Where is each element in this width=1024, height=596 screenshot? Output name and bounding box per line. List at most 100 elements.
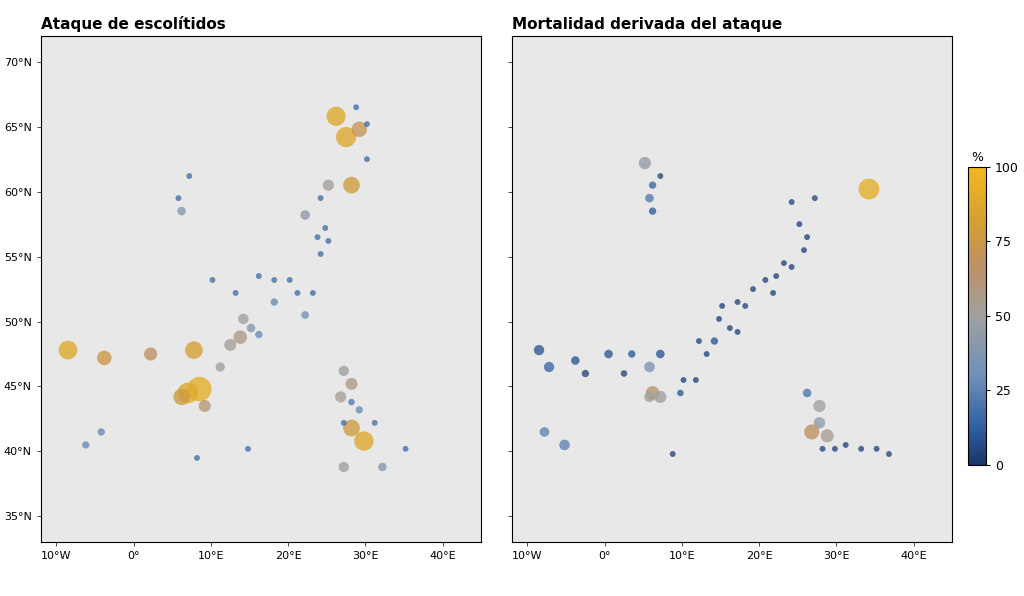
Point bbox=[367, 418, 383, 427]
Point bbox=[309, 232, 326, 242]
Point bbox=[641, 193, 657, 203]
Point bbox=[338, 132, 354, 142]
Point bbox=[191, 384, 208, 394]
Point bbox=[804, 427, 820, 437]
Point bbox=[757, 275, 773, 285]
Point bbox=[336, 418, 352, 427]
Point bbox=[170, 193, 186, 203]
Point bbox=[266, 275, 283, 285]
Point bbox=[181, 171, 198, 181]
Point bbox=[737, 301, 754, 311]
Point bbox=[600, 349, 616, 359]
Point bbox=[266, 297, 283, 307]
Point bbox=[343, 398, 359, 407]
Point bbox=[672, 388, 688, 398]
Point bbox=[232, 333, 249, 342]
Point bbox=[227, 288, 244, 298]
Point bbox=[652, 171, 669, 181]
Point bbox=[641, 392, 657, 402]
Point bbox=[541, 362, 557, 372]
Point bbox=[173, 206, 189, 216]
Point bbox=[348, 103, 365, 112]
Point bbox=[776, 258, 793, 268]
Point bbox=[351, 125, 368, 134]
Point bbox=[711, 314, 727, 324]
Point bbox=[853, 444, 869, 454]
Point bbox=[729, 297, 745, 307]
Point bbox=[698, 349, 715, 359]
Point bbox=[578, 369, 594, 378]
Point bbox=[222, 340, 239, 350]
Point bbox=[799, 232, 815, 242]
Point bbox=[343, 379, 359, 389]
Point bbox=[644, 181, 660, 190]
Point bbox=[811, 418, 827, 427]
Point bbox=[328, 111, 344, 121]
Point bbox=[768, 271, 784, 281]
Point bbox=[197, 401, 213, 411]
Point bbox=[282, 275, 298, 285]
Title: %: % bbox=[971, 151, 983, 164]
Point bbox=[641, 362, 657, 372]
Point bbox=[297, 210, 313, 220]
Point bbox=[305, 288, 322, 298]
Point bbox=[374, 462, 390, 472]
Point bbox=[665, 449, 681, 459]
Point bbox=[142, 349, 159, 359]
Point bbox=[675, 375, 691, 385]
Point bbox=[644, 206, 660, 216]
Point bbox=[838, 440, 854, 450]
Point bbox=[336, 366, 352, 375]
Point bbox=[615, 369, 632, 378]
Point bbox=[355, 436, 372, 446]
Point bbox=[691, 336, 708, 346]
Point bbox=[881, 449, 897, 459]
Point bbox=[652, 392, 669, 402]
Point bbox=[321, 236, 337, 246]
Point bbox=[799, 388, 815, 398]
Point bbox=[312, 249, 329, 259]
Point bbox=[783, 197, 800, 207]
Point bbox=[96, 353, 113, 363]
Point bbox=[173, 392, 189, 402]
Text: Mortalidad derivada del ataque: Mortalidad derivada del ataque bbox=[512, 17, 782, 32]
Point bbox=[297, 311, 313, 320]
Point bbox=[722, 323, 738, 333]
Point bbox=[93, 427, 110, 437]
Point bbox=[814, 444, 830, 454]
Point bbox=[78, 440, 94, 450]
Text: Ataque de escolítidos: Ataque de escolítidos bbox=[41, 16, 225, 32]
Point bbox=[707, 336, 723, 346]
Point bbox=[819, 431, 836, 440]
Point bbox=[204, 275, 220, 285]
Point bbox=[637, 159, 653, 168]
Point bbox=[240, 444, 256, 454]
Point bbox=[811, 401, 827, 411]
Point bbox=[826, 444, 843, 454]
Point bbox=[783, 262, 800, 272]
Point bbox=[185, 345, 202, 355]
Point bbox=[358, 119, 375, 129]
Point bbox=[624, 349, 640, 359]
Point bbox=[236, 314, 252, 324]
Point bbox=[317, 224, 334, 233]
Point bbox=[251, 271, 267, 281]
Point bbox=[312, 193, 329, 203]
Point bbox=[343, 181, 359, 190]
Point bbox=[251, 330, 267, 339]
Point bbox=[714, 301, 730, 311]
Point bbox=[729, 327, 745, 337]
Point bbox=[652, 349, 669, 359]
Point bbox=[333, 392, 349, 402]
Point bbox=[537, 427, 553, 437]
Point bbox=[212, 362, 228, 372]
Point bbox=[59, 345, 76, 355]
Point bbox=[807, 193, 823, 203]
Point bbox=[688, 375, 705, 385]
Point bbox=[343, 423, 359, 433]
Point bbox=[567, 356, 584, 365]
Point bbox=[188, 453, 205, 462]
Point bbox=[289, 288, 305, 298]
Point bbox=[556, 440, 572, 450]
Point bbox=[321, 181, 337, 190]
